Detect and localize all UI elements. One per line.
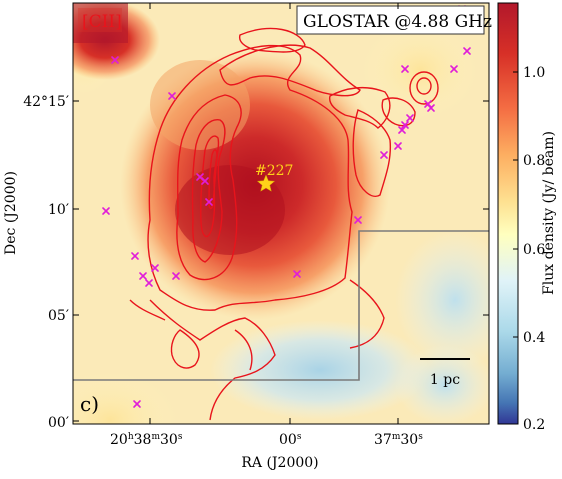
source-star-icon bbox=[256, 174, 276, 192]
y-tick-label: 00′ bbox=[48, 415, 69, 431]
colorbar bbox=[497, 2, 519, 425]
y-tick-label: 10′ bbox=[48, 202, 69, 218]
panel-letter: c) bbox=[80, 392, 99, 416]
x-tick-label: 37m30s bbox=[374, 432, 423, 448]
cross-marker bbox=[145, 279, 153, 287]
plot-frame bbox=[72, 2, 490, 425]
cross-marker bbox=[394, 142, 402, 150]
cross-marker bbox=[354, 216, 362, 224]
cross-marker bbox=[406, 114, 414, 122]
cross-marker bbox=[380, 151, 388, 159]
cross-marker bbox=[450, 65, 458, 73]
scale-bar-label: 1 pc bbox=[430, 372, 460, 388]
x-tick-labels: 20h38m30s 00s 37m30s bbox=[110, 432, 423, 448]
cross-marker bbox=[131, 252, 139, 260]
survey-label-box bbox=[296, 5, 485, 35]
contour-lines bbox=[129, 27, 439, 421]
colorbar-tick-label: 1.0 bbox=[523, 65, 545, 81]
gray-region-outline bbox=[73, 230, 489, 381]
survey-label: GLOSTAR @4.88 GHz bbox=[303, 12, 492, 32]
cross-marker bbox=[427, 104, 435, 112]
axis-ticks bbox=[73, 3, 489, 424]
cross-marker bbox=[463, 47, 471, 55]
cross-marker bbox=[139, 272, 147, 280]
flux-image bbox=[73, 3, 489, 424]
y-axis-label: Dec (J2000) bbox=[3, 171, 19, 255]
cross-marker bbox=[401, 121, 409, 129]
cross-marker bbox=[111, 56, 119, 64]
cross-marker bbox=[201, 177, 209, 185]
cross-marker bbox=[102, 207, 110, 215]
colorbar-tick-labels: 1.0 0.8 0.6 0.4 0.2 bbox=[523, 65, 545, 433]
cross-marker bbox=[205, 198, 213, 206]
colorbar-tick-label: 0.8 bbox=[523, 153, 545, 169]
x-tick-label: 20h38m30s bbox=[110, 432, 183, 448]
y-tick-label: 05′ bbox=[48, 308, 69, 324]
colorbar-label: Flux density (Jy/ beam) bbox=[541, 131, 557, 295]
cross-marker bbox=[168, 92, 176, 100]
cross-marker bbox=[133, 400, 141, 408]
cross-marker bbox=[401, 65, 409, 73]
colorbar-ticks bbox=[513, 71, 518, 425]
cross-marker bbox=[293, 270, 301, 278]
y-tick-labels: 42°15′ 10′ 05′ 00′ bbox=[23, 94, 69, 431]
source-label: #227 bbox=[255, 163, 293, 179]
colorbar-tick-label: 0.4 bbox=[523, 330, 545, 346]
colorbar-tick-label: 0.2 bbox=[523, 417, 545, 433]
cross-marker bbox=[151, 264, 159, 272]
tag-label: [CII] bbox=[82, 12, 122, 32]
y-tick-label: 42°15′ bbox=[23, 94, 69, 110]
x-tick-label: 00s bbox=[279, 432, 302, 448]
cross-marker bbox=[172, 272, 180, 280]
tag-box bbox=[78, 8, 122, 32]
cross-marker bbox=[398, 126, 406, 134]
x-axis-label: RA (J2000) bbox=[241, 455, 318, 471]
colorbar-tick-label: 0.6 bbox=[523, 242, 545, 258]
